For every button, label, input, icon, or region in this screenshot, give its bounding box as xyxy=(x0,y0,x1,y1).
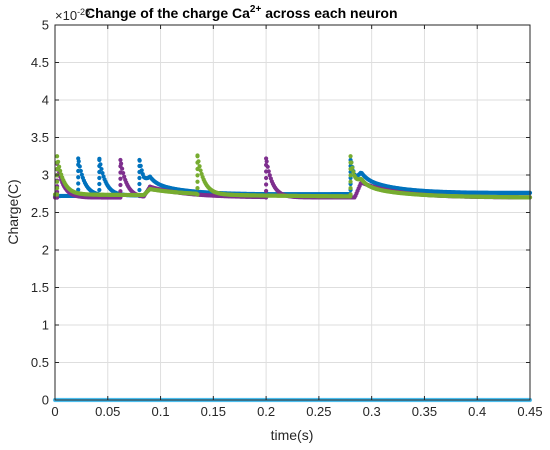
y-multiplier: ×10-26 xyxy=(55,7,90,23)
data-point xyxy=(99,166,104,172)
y-tick-label: 0.5 xyxy=(31,355,49,370)
x-tick-label: 0.3 xyxy=(363,404,381,419)
data-point xyxy=(76,181,81,186)
data-point xyxy=(55,179,60,184)
data-point xyxy=(348,192,353,197)
x-tick-label: 0.25 xyxy=(306,404,331,419)
data-point xyxy=(195,154,200,159)
data-point xyxy=(348,179,353,184)
data-point xyxy=(267,173,272,178)
tick-layer: 0 0.05 0.1 0.15 0.2 0.25 0.3 0.35 0.4 0.45 0 0.5 1 1.… xyxy=(31,18,543,420)
y-tick-label: 3 xyxy=(42,168,49,183)
data-point xyxy=(58,168,63,174)
data-point xyxy=(97,169,102,175)
x-tick-label: 0.4 xyxy=(468,404,486,419)
title-main: Change of the charge Ca xyxy=(85,5,250,21)
data-point xyxy=(118,189,123,194)
data-point xyxy=(57,164,62,169)
y-tick-label: 5 xyxy=(42,18,49,33)
y-tick-label: 3.5 xyxy=(31,130,49,145)
x-tick-label: 0.35 xyxy=(412,404,437,419)
x-tick-label: 0.05 xyxy=(95,404,120,419)
data-point xyxy=(120,166,125,171)
data-point xyxy=(196,159,201,164)
data-point xyxy=(195,173,200,178)
data-point xyxy=(264,188,269,194)
data-point xyxy=(77,164,82,169)
data-point xyxy=(137,181,142,187)
data-point xyxy=(118,161,124,166)
x-tick-label: 0 xyxy=(51,404,58,419)
data-point xyxy=(198,168,203,173)
x-tick-label: 0.1 xyxy=(152,404,170,419)
y-tick-label: 2.5 xyxy=(31,205,49,220)
data-point xyxy=(55,154,60,159)
y-tick-label: 0 xyxy=(42,393,49,408)
data-point xyxy=(195,179,200,184)
data-point xyxy=(138,163,143,169)
data-point xyxy=(137,157,142,163)
data-point xyxy=(97,157,102,163)
data-point xyxy=(76,175,81,180)
data-point xyxy=(264,175,269,181)
data-point xyxy=(97,181,102,187)
data-point xyxy=(121,170,126,176)
y-multiplier-exponent: -26 xyxy=(77,7,90,17)
title-superscript: 2+ xyxy=(250,4,262,15)
data-point xyxy=(351,169,356,175)
x-axis-label: time(s) xyxy=(271,427,314,443)
y-tick-label: 4 xyxy=(42,93,49,108)
data-point xyxy=(348,154,353,159)
chart-title: Change of the charge Ca2+ across each ne… xyxy=(85,4,398,21)
x-tick-label: 0.2 xyxy=(257,404,275,419)
data-point xyxy=(350,165,355,170)
y-tick-label: 4.5 xyxy=(31,55,49,70)
data-point xyxy=(100,170,105,176)
data-point xyxy=(97,187,102,193)
y-multiplier-base: ×10 xyxy=(55,8,77,23)
data-point xyxy=(98,162,103,167)
data-point xyxy=(55,186,60,191)
data-point xyxy=(118,157,123,163)
data-point xyxy=(348,173,353,178)
title-tail: across each neuron xyxy=(261,5,397,21)
data-point xyxy=(118,182,123,188)
grid xyxy=(54,24,531,401)
data-point xyxy=(195,192,200,197)
y-tick-label: 2 xyxy=(42,243,49,258)
data-point xyxy=(79,172,84,177)
data-point xyxy=(78,168,83,174)
data-point xyxy=(264,182,269,187)
y-tick-label: 1 xyxy=(42,318,49,333)
data-point xyxy=(348,186,353,191)
data-point xyxy=(56,159,61,164)
data-point xyxy=(55,192,60,197)
data-point xyxy=(266,169,271,174)
data-point xyxy=(97,175,102,181)
x-tick-label: 0.45 xyxy=(517,404,542,419)
data-point xyxy=(118,176,123,181)
data-point xyxy=(264,159,269,164)
data-point xyxy=(76,187,81,192)
data-point xyxy=(139,168,144,173)
data-point xyxy=(265,164,270,169)
data-point xyxy=(195,186,200,191)
series-2 xyxy=(52,153,533,200)
data-point xyxy=(137,175,142,181)
data-point xyxy=(197,164,202,169)
data-point xyxy=(137,187,142,193)
data-point xyxy=(76,159,81,164)
y-axis-label: Charge(C) xyxy=(5,179,21,244)
x-tick-label: 0.15 xyxy=(201,404,226,419)
y-tick-label: 1.5 xyxy=(31,280,49,295)
data-point xyxy=(349,160,354,165)
